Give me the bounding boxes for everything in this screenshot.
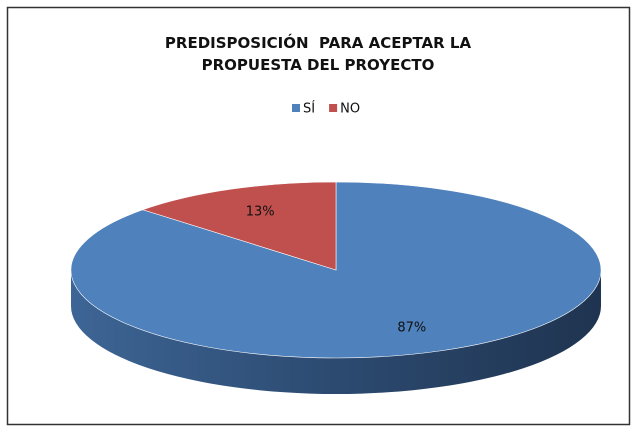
legend-label: SÍ [303, 101, 315, 117]
legend-swatch [292, 104, 300, 112]
slice [70, 181, 602, 359]
legend-label: NO [340, 102, 360, 117]
chart-title: PREDISPOSICIÓN PARA ACEPTAR LA PROPUESTA… [164, 34, 477, 74]
data-label: 87% [397, 321, 426, 336]
legend-swatch [329, 104, 338, 112]
slice [141, 181, 337, 271]
data-label: 13% [246, 204, 275, 219]
slice-side [71, 270, 601, 394]
